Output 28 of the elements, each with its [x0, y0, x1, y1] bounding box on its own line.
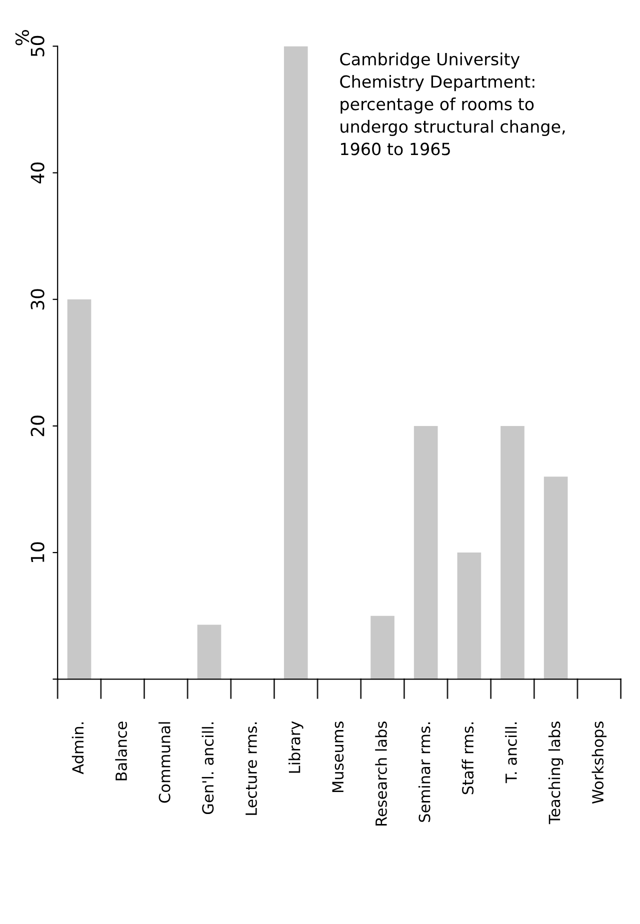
- y-tick-label: 40: [30, 162, 44, 184]
- bar: [457, 552, 482, 680]
- bar: [500, 426, 524, 680]
- x-tick-label: Admin.: [72, 722, 84, 774]
- bar: [370, 616, 394, 680]
- x-tick-label: Balance: [115, 722, 128, 780]
- text: Cambridge University Chemistry Department: percentage of rooms to undergo structural change, 1960 to 1965: [340, 52, 565, 156]
- y-tick-label: 20: [30, 416, 44, 436]
- x-tick-label: Gen'l. ancill.: [202, 722, 214, 814]
- bar: [414, 426, 438, 680]
- y-tick-label: 10: [30, 542, 44, 562]
- x-tick-label: Lecture rms.: [246, 722, 257, 815]
- x-tick-label: Research labs: [375, 722, 387, 826]
- y-tick-label: 30: [30, 289, 44, 310]
- x-tick-label: Workshops: [592, 722, 607, 804]
- x-tick-label: Staff rms.: [462, 722, 474, 794]
- bar: [544, 476, 568, 680]
- bar: [284, 46, 308, 680]
- x-tick-label: Museums: [332, 722, 344, 792]
- x-tick-label: T. ancill.: [505, 722, 517, 784]
- x-tick-label: Communal: [158, 722, 170, 803]
- x-tick-label: Seminar rms.: [418, 722, 430, 822]
- x-tick-label: Library: [288, 721, 304, 773]
- x-tick-label: Teaching labs: [548, 722, 564, 824]
- bar: [197, 624, 222, 680]
- y-tick-label: 50: [30, 36, 44, 56]
- bar: [67, 299, 92, 680]
- y-axis-title: %: [15, 30, 30, 46]
